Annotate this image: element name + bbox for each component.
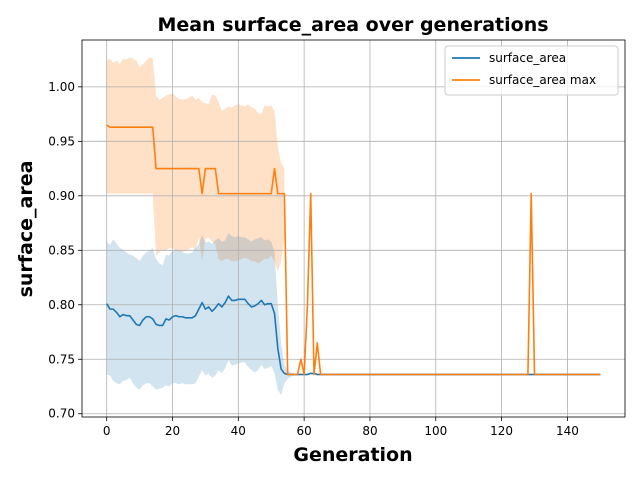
series-lines — [105, 124, 601, 376]
x-tick-label: 40 — [231, 424, 246, 438]
x-tick-label: 140 — [556, 424, 579, 438]
y-tick-label: 0.70 — [48, 407, 75, 421]
legend: surface_area surface_area max — [444, 45, 619, 96]
x-tick-label: 120 — [490, 424, 513, 438]
x-tick-label: 20 — [165, 424, 180, 438]
y-tick-label: 0.95 — [48, 134, 75, 148]
chart-title: Mean surface_area over generations — [157, 14, 548, 36]
plot-frame — [81, 39, 626, 418]
y-axis-title: surface_area — [15, 161, 37, 298]
y-tick-label: 0.90 — [48, 189, 75, 203]
x-axis-ticks: 0 20 40 60 80 100 120 140 — [103, 417, 579, 438]
y-axis-ticks: 0.70 0.75 0.80 0.85 0.90 0.95 1.00 — [48, 80, 82, 421]
band-surface-area — [106, 232, 601, 396]
x-axis-title: Generation — [293, 444, 412, 466]
confidence-bands — [106, 57, 601, 396]
x-tick-label: 0 — [103, 424, 111, 438]
y-tick-label: 0.80 — [48, 298, 75, 312]
x-tick-label: 80 — [362, 424, 377, 438]
grid — [82, 40, 625, 417]
legend-label-surface-area: surface_area — [489, 51, 566, 65]
y-tick-label: 1.00 — [48, 80, 75, 94]
y-tick-label: 0.85 — [48, 243, 75, 257]
x-tick-label: 60 — [296, 424, 311, 438]
legend-box — [444, 45, 619, 96]
y-tick-label: 0.75 — [48, 352, 75, 366]
legend-label-surface-area-max: surface_area max — [489, 73, 596, 87]
line-surface-area-max — [106, 124, 601, 376]
band-surface-area-max — [106, 57, 285, 273]
x-tick-label: 100 — [424, 424, 447, 438]
